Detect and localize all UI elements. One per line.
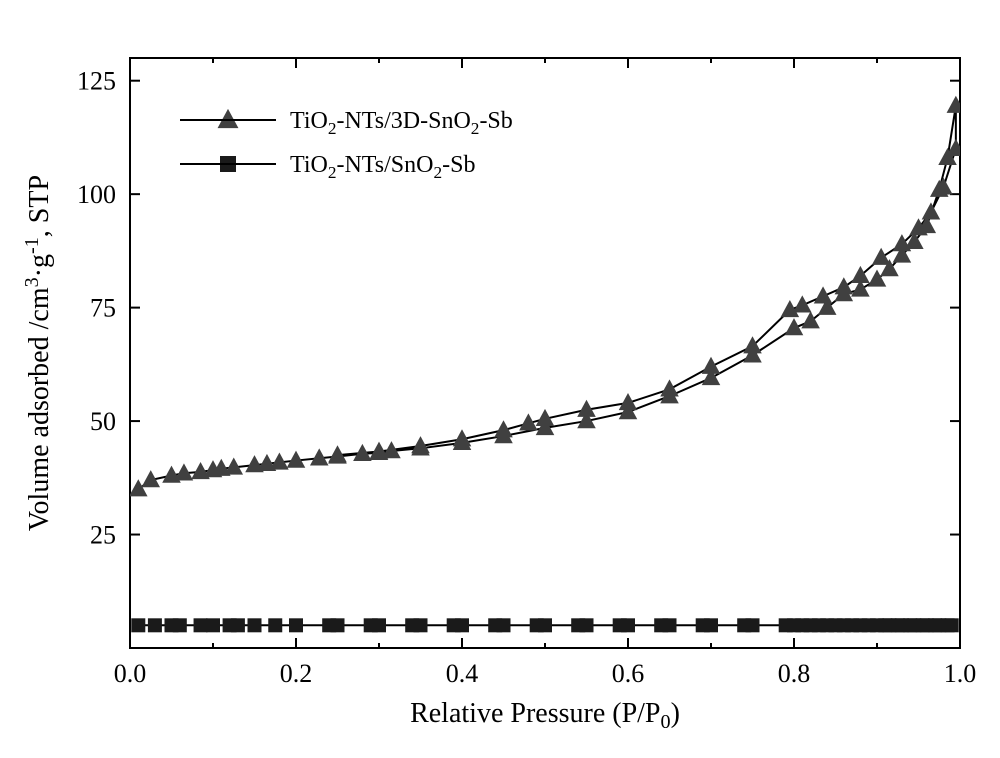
marker-sq bbox=[289, 618, 303, 632]
y-tick-label: 25 bbox=[90, 521, 116, 550]
marker-sq bbox=[194, 618, 208, 632]
y-axis-label: Volume adsorbed /cm3·g-1, STP bbox=[21, 175, 55, 531]
marker-sq bbox=[737, 618, 751, 632]
x-tick-label: 0.2 bbox=[280, 659, 313, 688]
marker-sq bbox=[891, 618, 905, 632]
x-axis-label: Relative Pressure (P/P0) bbox=[410, 698, 680, 733]
marker-sq bbox=[928, 618, 942, 632]
chart-svg: 0.0 0.2 0.4 0.6 0.8 1.0 25 50 75 100 125 Relative P… bbox=[0, 0, 1000, 758]
marker-sq bbox=[488, 618, 502, 632]
marker-sq bbox=[364, 618, 378, 632]
x-tick-label: 0.8 bbox=[778, 659, 811, 688]
marker-sq bbox=[131, 618, 145, 632]
marker-sq bbox=[916, 618, 930, 632]
marker-sq bbox=[779, 618, 793, 632]
x-tick-label: 0.4 bbox=[446, 659, 479, 688]
legend-label-sq: TiO2-NTs/SnO2-Sb bbox=[290, 152, 475, 182]
marker-sq bbox=[845, 618, 859, 632]
marker-sq bbox=[447, 618, 461, 632]
marker-sq bbox=[941, 618, 955, 632]
marker-sq bbox=[206, 618, 220, 632]
marker-sq bbox=[571, 618, 585, 632]
x-tick-label: 1.0 bbox=[944, 659, 977, 688]
marker-sq bbox=[248, 618, 262, 632]
marker-sq bbox=[829, 618, 843, 632]
marker-sq bbox=[878, 618, 892, 632]
y-tick-label: 75 bbox=[90, 294, 116, 323]
marker-sq bbox=[654, 618, 668, 632]
marker-sq bbox=[322, 618, 336, 632]
x-tick-label: 0.0 bbox=[114, 659, 147, 688]
marker-sq bbox=[530, 618, 544, 632]
x-tick-label: 0.6 bbox=[612, 659, 645, 688]
y-tick-label: 125 bbox=[77, 67, 116, 96]
marker-sq bbox=[268, 618, 282, 632]
y-tick-label: 100 bbox=[77, 180, 116, 209]
marker-sq bbox=[795, 618, 809, 632]
marker-sq bbox=[862, 618, 876, 632]
adsorption-isotherm-chart: 0.0 0.2 0.4 0.6 0.8 1.0 25 50 75 100 125 Relative P… bbox=[0, 0, 1000, 758]
y-tick-label: 50 bbox=[90, 407, 116, 436]
marker-sq bbox=[613, 618, 627, 632]
marker-sq bbox=[405, 618, 419, 632]
marker-sq bbox=[148, 618, 162, 632]
marker-sq bbox=[173, 618, 187, 632]
marker-sq bbox=[903, 618, 917, 632]
marker-sq bbox=[812, 618, 826, 632]
marker-sq bbox=[696, 618, 710, 632]
legend-label-tri: TiO2-NTs/3D-SnO2-Sb bbox=[290, 108, 513, 138]
marker-sq bbox=[231, 618, 245, 632]
